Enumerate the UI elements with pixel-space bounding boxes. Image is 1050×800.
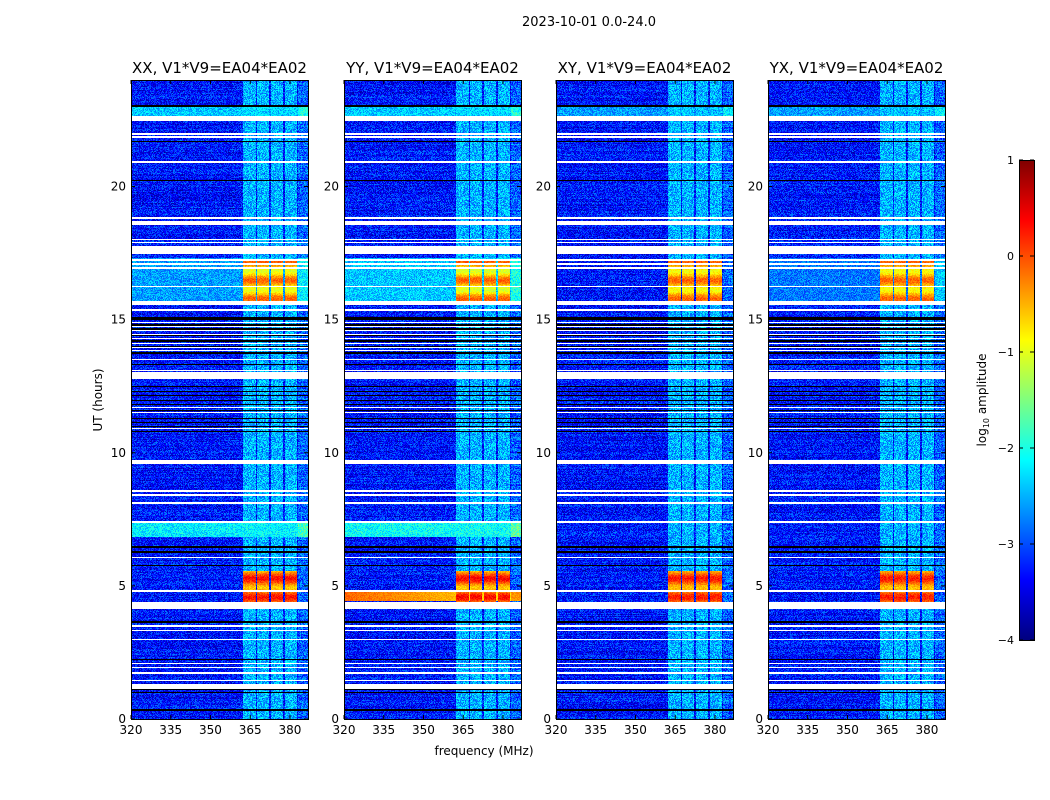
x-tick-label: 350 bbox=[412, 723, 435, 737]
colorbar-label-log: log bbox=[975, 428, 989, 446]
colorbar bbox=[1019, 160, 1034, 640]
y-tick-label: 5 bbox=[543, 579, 551, 593]
y-tick-label: 10 bbox=[324, 446, 339, 460]
colorbar-tick-label: −2 bbox=[998, 442, 1014, 455]
colorbar-tick-label: −4 bbox=[998, 634, 1014, 647]
panel-frame bbox=[556, 80, 734, 720]
x-axis-label: frequency (MHz) bbox=[434, 744, 533, 758]
y-tick-label: 0 bbox=[543, 712, 551, 726]
x-tick-label: 365 bbox=[239, 723, 262, 737]
waterfall-image-xx bbox=[131, 80, 308, 719]
panel-title: XY, V1*V9=EA04*EA02 bbox=[558, 59, 732, 77]
y-tick-label: 10 bbox=[111, 446, 126, 460]
y-tick-label: 15 bbox=[324, 313, 339, 327]
x-tick-label: 380 bbox=[492, 723, 515, 737]
x-tick-label: 320 bbox=[757, 723, 780, 737]
y-tick-label: 20 bbox=[324, 180, 339, 194]
y-tick-label: 10 bbox=[536, 446, 551, 460]
x-tick-label: 335 bbox=[796, 723, 819, 737]
x-tick-label: 350 bbox=[836, 723, 859, 737]
y-tick-label: 15 bbox=[536, 313, 551, 327]
y-tick-label: 0 bbox=[331, 712, 339, 726]
panel-frame bbox=[768, 80, 946, 720]
waterfall-image-yy bbox=[344, 80, 521, 719]
x-tick-label: 335 bbox=[159, 723, 182, 737]
y-tick-label: 0 bbox=[755, 712, 763, 726]
colorbar-frame bbox=[1019, 160, 1035, 641]
x-tick-label: 365 bbox=[876, 723, 899, 737]
x-tick-label: 320 bbox=[120, 723, 143, 737]
y-axis-label: UT (hours) bbox=[91, 368, 105, 431]
waterfall-image-xy bbox=[556, 80, 733, 719]
x-tick-label: 365 bbox=[452, 723, 475, 737]
x-tick-label: 350 bbox=[624, 723, 647, 737]
colorbar-tick-label: 0 bbox=[1007, 250, 1014, 263]
x-tick-label: 380 bbox=[704, 723, 727, 737]
x-tick-label: 365 bbox=[664, 723, 687, 737]
panel-title: YX, V1*V9=EA04*EA02 bbox=[769, 59, 944, 77]
x-tick-label: 380 bbox=[916, 723, 939, 737]
colorbar-label-sub: 10 bbox=[982, 418, 991, 428]
y-tick-label: 5 bbox=[118, 579, 126, 593]
x-tick-label: 335 bbox=[372, 723, 395, 737]
y-tick-label: 20 bbox=[536, 180, 551, 194]
panel-title: XX, V1*V9=EA04*EA02 bbox=[132, 59, 307, 77]
colorbar-label-rest: amplitude bbox=[975, 354, 989, 418]
panel-title: YY, V1*V9=EA04*EA02 bbox=[345, 59, 519, 77]
panel-frame bbox=[131, 80, 309, 720]
y-tick-label: 0 bbox=[118, 712, 126, 726]
x-tick-label: 350 bbox=[199, 723, 222, 737]
y-tick-label: 5 bbox=[755, 579, 763, 593]
waterfall-image-yx bbox=[768, 80, 945, 719]
y-tick-label: 10 bbox=[748, 446, 763, 460]
colorbar-label: log10 amplitude bbox=[975, 354, 991, 447]
x-tick-label: 335 bbox=[584, 723, 607, 737]
x-tick-label: 320 bbox=[333, 723, 356, 737]
y-tick-label: 15 bbox=[111, 313, 126, 327]
x-tick-label: 320 bbox=[545, 723, 568, 737]
colorbar-tick-label: −1 bbox=[998, 346, 1014, 359]
y-tick-label: 20 bbox=[748, 180, 763, 194]
y-tick-label: 20 bbox=[111, 180, 126, 194]
panel-frame bbox=[344, 80, 522, 720]
y-tick-label: 5 bbox=[331, 579, 339, 593]
colorbar-tick-label: 1 bbox=[1007, 154, 1014, 167]
figure-title: 2023-10-01 0.0-24.0 bbox=[522, 15, 656, 30]
y-tick-label: 15 bbox=[748, 313, 763, 327]
colorbar-tick-label: −3 bbox=[998, 538, 1014, 551]
x-tick-label: 380 bbox=[279, 723, 302, 737]
